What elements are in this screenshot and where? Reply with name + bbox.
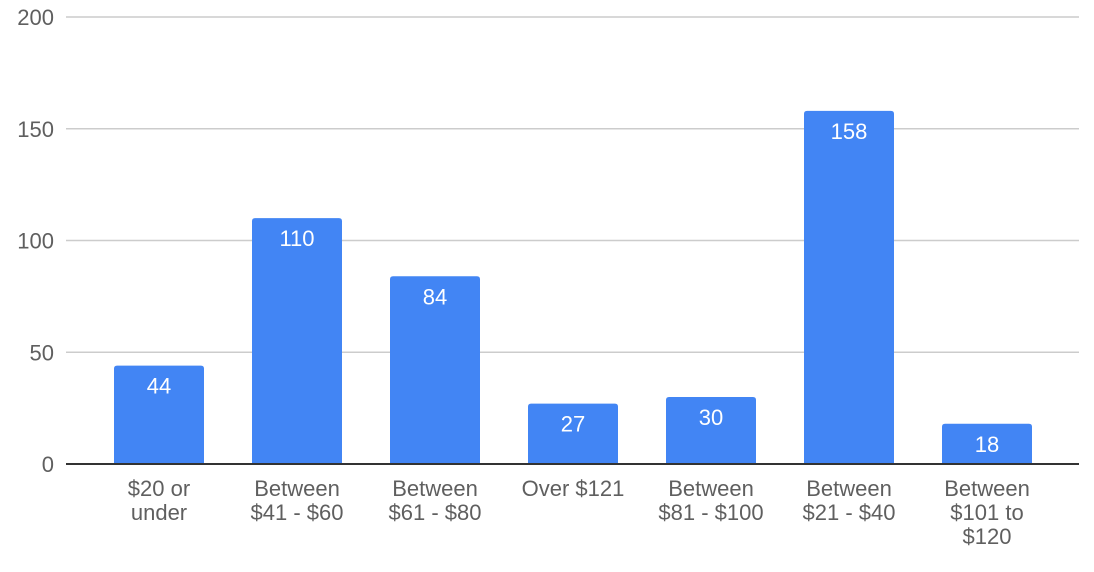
x-category-label: Between $21 - $40 — [803, 476, 896, 525]
x-category-label: Between $101 to $120 — [944, 476, 1030, 549]
bar — [528, 403, 618, 464]
x-category-label-line: $81 - $100 — [658, 500, 763, 525]
x-category-label-line: Between — [806, 476, 892, 501]
x-category-label-line: under — [131, 500, 187, 525]
bar — [390, 276, 480, 464]
bar — [114, 365, 204, 464]
x-category-label: Between $61 - $80 — [389, 476, 482, 525]
x-category-label-line: $20 or — [128, 476, 190, 501]
gridlines — [66, 16, 1079, 353]
y-axis-ticks: 0 50 100 150 200 — [17, 5, 54, 477]
bar-value-label: 84 — [423, 284, 447, 309]
x-category-label-line: $61 - $80 — [389, 500, 482, 525]
y-tick-label: 50 — [30, 340, 54, 365]
x-category-label: Over $121 — [522, 476, 625, 501]
bar-value-label: 110 — [279, 226, 314, 251]
y-tick-label: 0 — [42, 452, 54, 477]
x-category-label-line: Between — [392, 476, 478, 501]
bar-value-label: 27 — [561, 412, 585, 437]
y-tick-label: 200 — [17, 5, 54, 30]
bar-value-label: 44 — [147, 374, 171, 399]
x-category-label-line: Between — [944, 476, 1030, 501]
x-category-label-line: $101 to — [950, 500, 1023, 525]
x-category-label-line: $41 - $60 — [251, 500, 344, 525]
bar-value-label: 30 — [699, 405, 723, 430]
bar-value-label: 158 — [831, 119, 868, 144]
x-category-label: $20 or under — [128, 476, 190, 525]
x-category-label: Between $41 - $60 — [251, 476, 344, 525]
x-category-label-line: $21 - $40 — [803, 500, 896, 525]
x-category-label-line: Between — [668, 476, 754, 501]
bar — [666, 396, 756, 464]
bar — [942, 423, 1032, 464]
x-category-label-line: $120 — [963, 524, 1012, 549]
bars: 44 110 84 27 30 158 18 — [114, 110, 1032, 465]
bar-value-label: 18 — [975, 432, 999, 457]
x-category-label: Between $81 - $100 — [658, 476, 763, 525]
y-tick-label: 150 — [17, 117, 54, 142]
x-category-label-line: Over $121 — [522, 476, 625, 501]
x-category-label-line: Between — [254, 476, 340, 501]
y-tick-label: 100 — [17, 229, 54, 254]
bar — [252, 218, 342, 464]
bar — [804, 110, 894, 465]
